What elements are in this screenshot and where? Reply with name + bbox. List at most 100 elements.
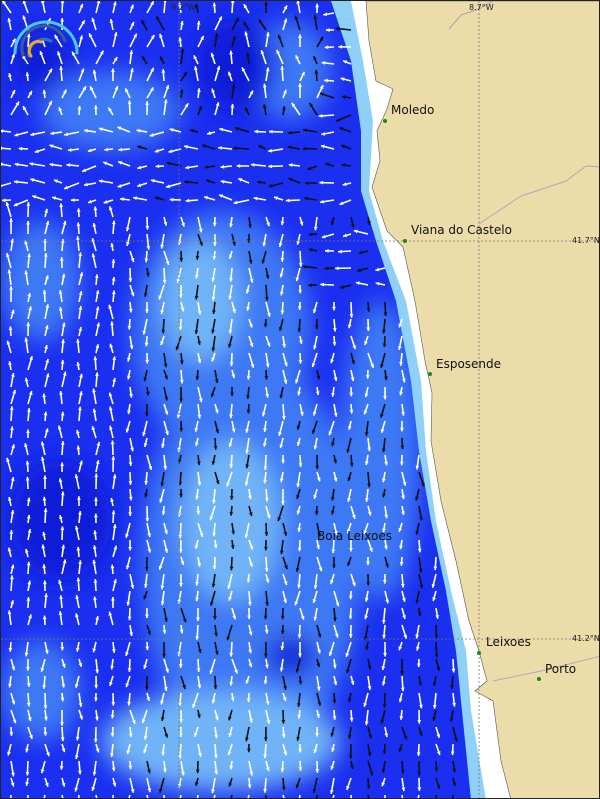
current-arrow	[112, 524, 117, 541]
current-arrow	[245, 284, 250, 294]
current-arrow	[265, 505, 271, 519]
current-arrow	[43, 508, 48, 524]
current-arrow	[144, 488, 148, 498]
current-arrow	[92, 545, 97, 558]
current-arrow	[280, 66, 285, 82]
current-arrow	[316, 624, 322, 638]
current-arrow	[192, 692, 199, 709]
current-arrow	[59, 390, 63, 405]
current-arrow	[308, 283, 318, 288]
current-arrow	[367, 658, 372, 670]
current-arrow	[10, 38, 17, 48]
current-arrow	[298, 454, 303, 467]
current-arrow	[263, 777, 268, 793]
current-arrow	[341, 95, 352, 99]
current-arrow	[27, 580, 32, 592]
current-arrow	[18, 146, 29, 151]
current-arrow	[13, 180, 29, 184]
current-arrow	[264, 556, 269, 572]
current-arrow	[231, 522, 236, 535]
current-arrow	[78, 692, 83, 707]
current-arrow	[178, 658, 183, 668]
current-arrow	[180, 760, 185, 776]
current-arrow	[78, 35, 84, 48]
current-arrow	[282, 556, 288, 570]
current-arrow	[333, 590, 340, 607]
current-arrow	[211, 267, 216, 282]
current-arrow	[319, 180, 335, 185]
current-arrow	[295, 54, 301, 65]
current-arrow	[136, 182, 148, 188]
current-arrow	[196, 20, 201, 31]
current-arrow	[108, 406, 114, 422]
current-arrow	[42, 675, 47, 689]
current-arrow	[248, 505, 253, 517]
current-arrow	[195, 624, 200, 641]
current-arrow	[110, 497, 114, 507]
current-arrow	[10, 89, 16, 99]
current-arrow	[432, 590, 437, 602]
current-arrow	[382, 335, 387, 348]
current-arrow	[93, 692, 98, 702]
current-arrow	[263, 743, 268, 759]
current-arrow	[27, 355, 33, 371]
current-arrow	[75, 726, 80, 741]
current-arrow	[227, 71, 233, 82]
current-arrow	[314, 318, 319, 330]
place-label-porto[interactable]: Porto	[545, 662, 577, 676]
current-arrow	[302, 264, 318, 269]
current-arrow	[95, 794, 98, 798]
current-arrow	[291, 102, 301, 116]
current-arrow	[10, 777, 15, 787]
current-arrow	[57, 425, 63, 439]
border-line	[448, 1, 494, 30]
current-arrow	[178, 522, 183, 539]
current-arrow	[78, 291, 83, 303]
current-arrow	[320, 282, 335, 287]
place-label-viana-do-castelo[interactable]: Viana do Castelo	[411, 223, 512, 237]
current-arrow	[262, 104, 267, 116]
current-arrow	[194, 777, 199, 787]
current-arrow	[77, 105, 82, 116]
current-arrow	[346, 777, 352, 791]
current-arrow	[176, 403, 182, 419]
current-arrow	[58, 611, 63, 626]
place-label-esposende[interactable]: Esposende	[436, 357, 502, 371]
current-arrow	[26, 33, 31, 48]
current-arrow	[333, 471, 338, 482]
current-arrow	[8, 326, 13, 337]
current-arrow	[32, 195, 46, 201]
place-label-leixoes[interactable]: Leixoes	[486, 635, 531, 649]
current-arrow	[316, 539, 321, 550]
current-arrow	[279, 471, 284, 483]
current-arrow	[231, 233, 236, 246]
current-arrow	[10, 372, 15, 388]
place-label-boia-leixoes[interactable]: Boia Leixoes	[317, 529, 392, 543]
current-arrow	[146, 233, 151, 250]
current-arrow	[178, 284, 183, 298]
current-arrow	[299, 216, 304, 226]
current-arrow	[127, 100, 132, 116]
current-arrow	[178, 539, 183, 553]
current-arrow	[229, 556, 234, 571]
current-arrow	[117, 126, 131, 133]
current-arrow	[193, 54, 199, 65]
current-arrow	[313, 488, 318, 500]
current-arrow	[296, 488, 301, 500]
current-arrow	[59, 257, 64, 269]
current-arrow	[308, 248, 318, 252]
current-arrow	[415, 488, 420, 501]
current-arrow	[180, 48, 185, 65]
current-arrow	[183, 144, 199, 150]
current-arrow	[10, 692, 16, 705]
current-arrow	[180, 71, 188, 82]
current-arrow	[452, 777, 457, 787]
current-arrow	[417, 794, 420, 798]
current-arrow	[110, 709, 115, 719]
place-label-moledo[interactable]: Moledo	[391, 103, 435, 117]
current-arrow	[91, 237, 97, 252]
current-arrow	[248, 488, 252, 500]
current-arrow	[10, 389, 17, 405]
current-arrow	[312, 403, 318, 416]
